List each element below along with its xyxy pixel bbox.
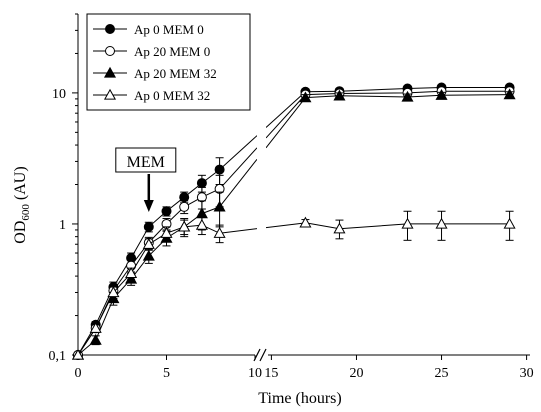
x-tick-label: 10 (248, 366, 262, 381)
x-tick-label: 0 (75, 366, 82, 381)
data-point (401, 217, 414, 229)
data-point (214, 164, 225, 175)
data-point (179, 201, 190, 212)
legend-entry-label: Ap 20 MEM 0 (134, 44, 210, 59)
data-point (333, 222, 346, 234)
data-point (179, 192, 190, 203)
data-point (125, 267, 138, 278)
series-4 (71, 210, 516, 360)
axis-break-mark (259, 348, 267, 362)
y-axis-label-main: OD (12, 221, 29, 244)
data-point (196, 178, 207, 189)
legend: Ap 0 MEM 0 Ap 20 MEM 0 Ap 20 MEM 32 Ap 0 ME… (86, 13, 251, 111)
data-point (401, 90, 414, 102)
legend-marker (105, 46, 115, 56)
legend-entry-label: Ap 20 MEM 32 (134, 66, 217, 81)
data-point (161, 206, 172, 217)
annotation-arrow-head (143, 200, 154, 212)
x-tick-label: 15 (264, 366, 278, 381)
data-point (89, 322, 102, 333)
x-tick-label: 20 (349, 366, 363, 381)
series-line-break-left (219, 158, 258, 208)
series-line-break-left (219, 228, 258, 234)
data-point (142, 238, 155, 249)
x-tick-label: 30 (520, 366, 534, 381)
data-point (299, 216, 312, 228)
data-point (143, 221, 154, 232)
data-point (195, 218, 208, 230)
data-point (196, 192, 207, 203)
data-point (503, 88, 516, 100)
data-point (213, 226, 226, 238)
x-tick-label: 5 (163, 366, 170, 381)
data-point (71, 348, 85, 360)
y-tick-label: 1 (59, 218, 66, 233)
data-point (178, 220, 191, 232)
data-point (160, 226, 173, 238)
x-tick-label: 25 (435, 366, 449, 381)
data-point (299, 91, 312, 103)
data-point (435, 217, 448, 229)
y-axis-label-rest: (AU) (12, 166, 29, 204)
annotation: MEM (115, 147, 177, 212)
y-axis-label-sub: 600 (20, 204, 32, 221)
legend-marker (103, 66, 117, 78)
series-layer (71, 9, 516, 360)
data-point (195, 207, 208, 219)
data-point (107, 286, 120, 298)
y-tick-label: 0,1 (49, 349, 67, 364)
series-line-break-right (265, 97, 306, 149)
legend-marker (105, 24, 115, 34)
series-line-break-right (265, 94, 306, 139)
data-point (213, 200, 226, 212)
annotation-box (115, 147, 177, 173)
series-1 (73, 82, 515, 360)
data-point (333, 89, 346, 101)
legend-entry-label: Ap 0 MEM 32 (134, 88, 210, 103)
legend-marker (103, 88, 117, 100)
legend-entry-label: Ap 0 MEM 0 (134, 22, 204, 37)
y-axis-label: OD600 (AU) (12, 166, 32, 243)
x-axis-label: Time (hours) (258, 390, 341, 407)
series-line-break-right (265, 91, 306, 128)
annotation-label: MEM (127, 154, 165, 171)
data-point (142, 249, 155, 261)
y-tick-label: 10 (52, 87, 66, 102)
axis-break-gap (257, 9, 266, 342)
data-point (89, 333, 102, 345)
series-2 (73, 86, 515, 360)
series-line-break-left (219, 147, 258, 190)
series-line-break-left (219, 135, 258, 170)
data-point (435, 89, 448, 100)
series-line-break-right (265, 222, 306, 229)
data-point (503, 217, 516, 229)
